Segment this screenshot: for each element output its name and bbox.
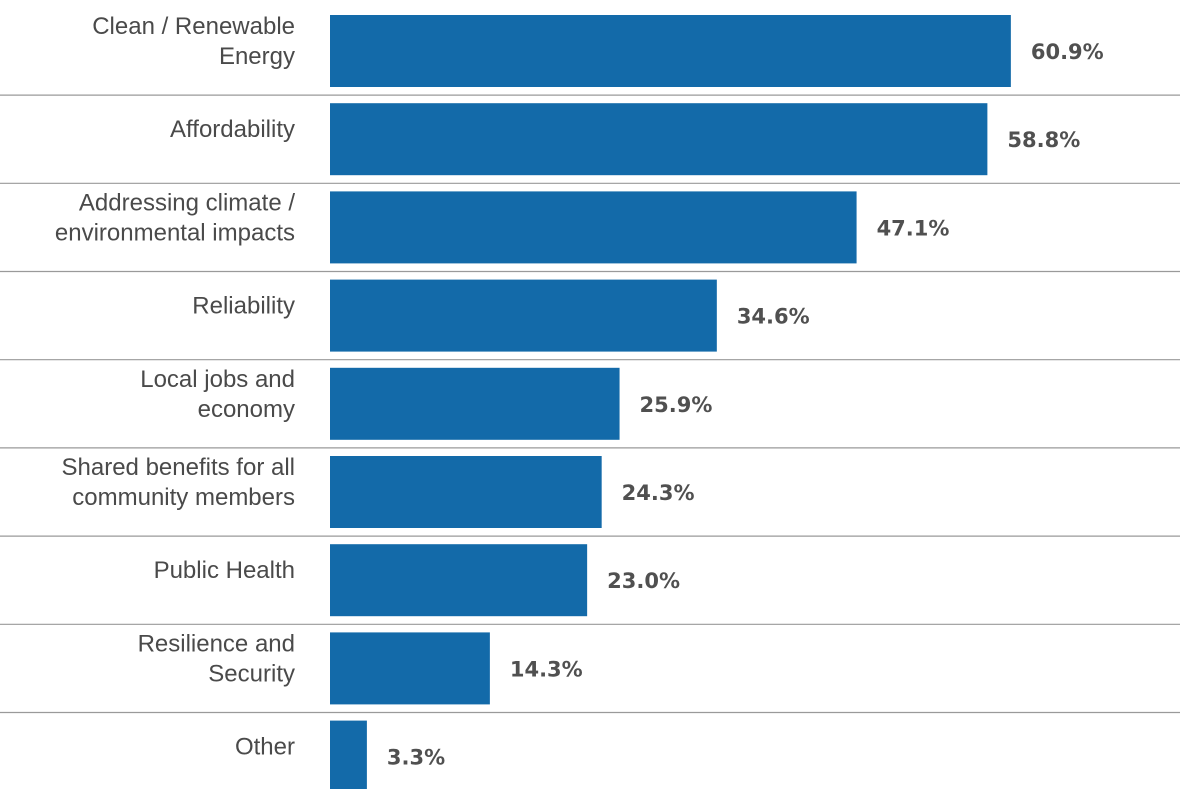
bar-5 (330, 456, 602, 528)
category-labels: Clean / Renewable Energy Affordability Addr… (55, 13, 295, 761)
category-label-line: Affordability (170, 116, 295, 143)
bar-8 (330, 720, 367, 789)
category-label-1: Affordability (170, 116, 295, 143)
bar-3 (330, 279, 717, 352)
category-label-line: Addressing climate / (79, 189, 295, 216)
category-label-line: community members (72, 484, 295, 511)
value-label-8: 3.3% (387, 746, 445, 770)
value-label-2: 47.1% (877, 216, 950, 240)
category-label-line: Local jobs and (140, 366, 295, 393)
category-label-line: economy (198, 396, 295, 423)
bar-6 (330, 544, 588, 617)
category-label-line: Resilience and (138, 630, 295, 657)
row-separators (0, 94, 1180, 714)
category-label-line: Clean / Renewable (92, 13, 295, 40)
category-label-line: Public Health (154, 557, 295, 584)
category-label-8: Other (235, 734, 295, 761)
bar-4 (330, 367, 620, 440)
value-labels: 60.9% 58.8% 47.1% 34.6% 25.9% 24.3% 23.0% 14.3%… (387, 40, 1104, 770)
value-label-7: 14.3% (510, 657, 583, 681)
category-label-line: environmental impacts (55, 219, 295, 246)
category-label-4: Local jobs and economy (140, 366, 295, 423)
category-label-0: Clean / Renewable Energy (92, 13, 295, 70)
bar-0 (330, 15, 1011, 87)
value-label-3: 34.6% (737, 305, 810, 329)
value-label-4: 25.9% (640, 393, 713, 417)
category-label-5: Shared benefits for all community members (62, 454, 295, 511)
category-label-line: Other (235, 734, 295, 761)
category-label-7: Resilience and Security (138, 630, 295, 687)
bar-7 (330, 632, 490, 705)
category-label-3: Reliability (192, 293, 295, 320)
bar-2 (330, 191, 857, 264)
value-label-6: 23.0% (607, 569, 680, 593)
category-label-6: Public Health (154, 557, 295, 584)
value-label-5: 24.3% (622, 481, 695, 505)
category-label-2: Addressing climate / environmental impact… (55, 189, 295, 246)
category-label-line: Energy (219, 43, 295, 70)
category-label-line: Security (208, 660, 295, 687)
category-label-line: Shared benefits for all (62, 454, 295, 481)
bar-1 (330, 103, 988, 176)
value-label-0: 60.9% (1031, 40, 1104, 64)
value-label-1: 58.8% (1007, 128, 1080, 152)
category-label-line: Reliability (192, 293, 295, 320)
bars (330, 15, 1011, 789)
